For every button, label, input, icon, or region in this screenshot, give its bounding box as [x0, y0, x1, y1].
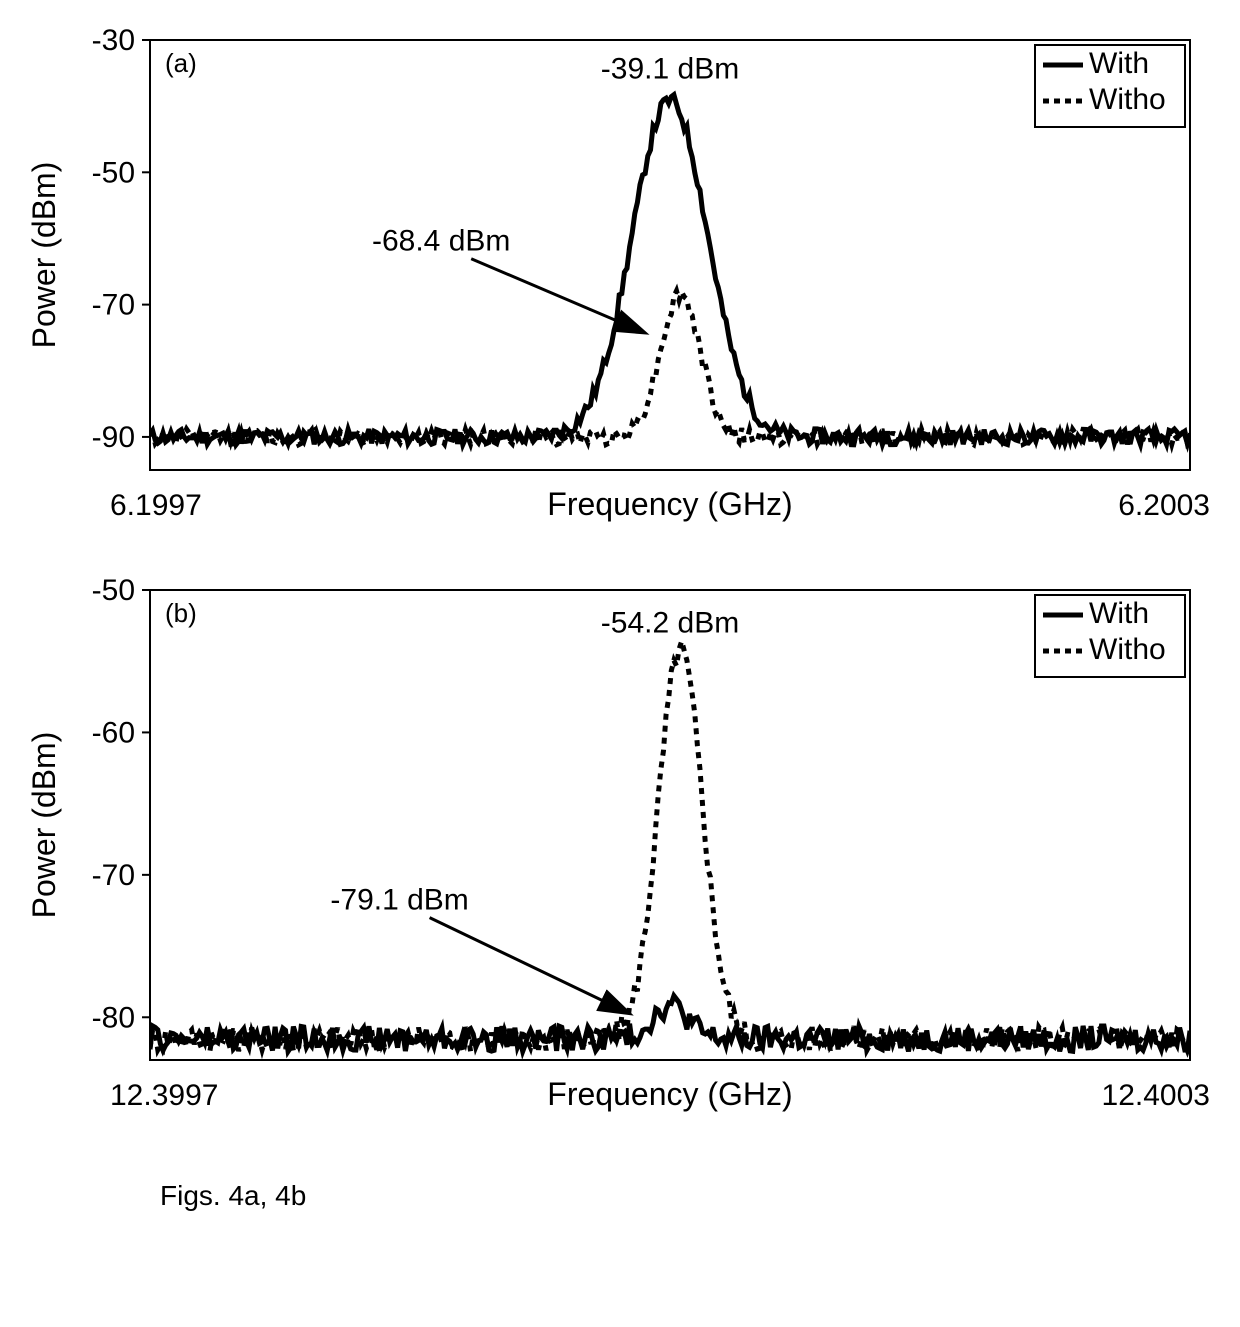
- svg-text:6.1997: 6.1997: [110, 489, 202, 522]
- svg-text:-54.2 dBm: -54.2 dBm: [601, 606, 739, 639]
- svg-text:6.2003: 6.2003: [1118, 489, 1210, 522]
- svg-text:Witho: Witho: [1089, 633, 1166, 666]
- svg-text:With: With: [1089, 597, 1149, 630]
- svg-text:-68.4 dBm: -68.4 dBm: [372, 225, 510, 258]
- chart-a: -30 -50 -70 -90 6.1997 6.2003 Frequency (GHz) P…: [20, 20, 1220, 560]
- svg-text:12.4003: 12.4003: [1102, 1079, 1210, 1112]
- svg-text:-30: -30: [92, 24, 135, 57]
- svg-text:-79.1 dBm: -79.1 dBm: [330, 884, 468, 917]
- svg-text:-80: -80: [92, 1001, 135, 1034]
- chart-b: -50 -60 -70 -80 12.3997 12.4003 Frequency (GHz…: [20, 570, 1220, 1150]
- figure-caption: Figs. 4a, 4b: [160, 1180, 1220, 1212]
- chart-a-wrapper: -30 -50 -70 -90 6.1997 6.2003 Frequency (GHz) P…: [20, 20, 1220, 560]
- svg-text:-60: -60: [92, 716, 135, 749]
- svg-text:(a): (a): [165, 48, 197, 78]
- svg-text:Witho: Witho: [1089, 83, 1166, 116]
- svg-text:(b): (b): [165, 598, 197, 628]
- svg-text:-70: -70: [92, 859, 135, 892]
- svg-text:-50: -50: [92, 574, 135, 607]
- svg-text:-50: -50: [92, 156, 135, 189]
- svg-text:-90: -90: [92, 421, 135, 454]
- svg-text:Frequency (GHz): Frequency (GHz): [547, 486, 792, 522]
- svg-text:12.3997: 12.3997: [110, 1079, 218, 1112]
- svg-text:-39.1 dBm: -39.1 dBm: [601, 53, 739, 86]
- svg-text:With: With: [1089, 47, 1149, 80]
- svg-text:Frequency (GHz): Frequency (GHz): [547, 1076, 792, 1112]
- svg-text:Power (dBm): Power (dBm): [26, 162, 62, 349]
- chart-b-wrapper: -50 -60 -70 -80 12.3997 12.4003 Frequency (GHz…: [20, 570, 1220, 1150]
- figure-container: -30 -50 -70 -90 6.1997 6.2003 Frequency (GHz) P…: [20, 20, 1220, 1212]
- svg-text:Power (dBm): Power (dBm): [26, 732, 62, 919]
- svg-text:-70: -70: [92, 289, 135, 322]
